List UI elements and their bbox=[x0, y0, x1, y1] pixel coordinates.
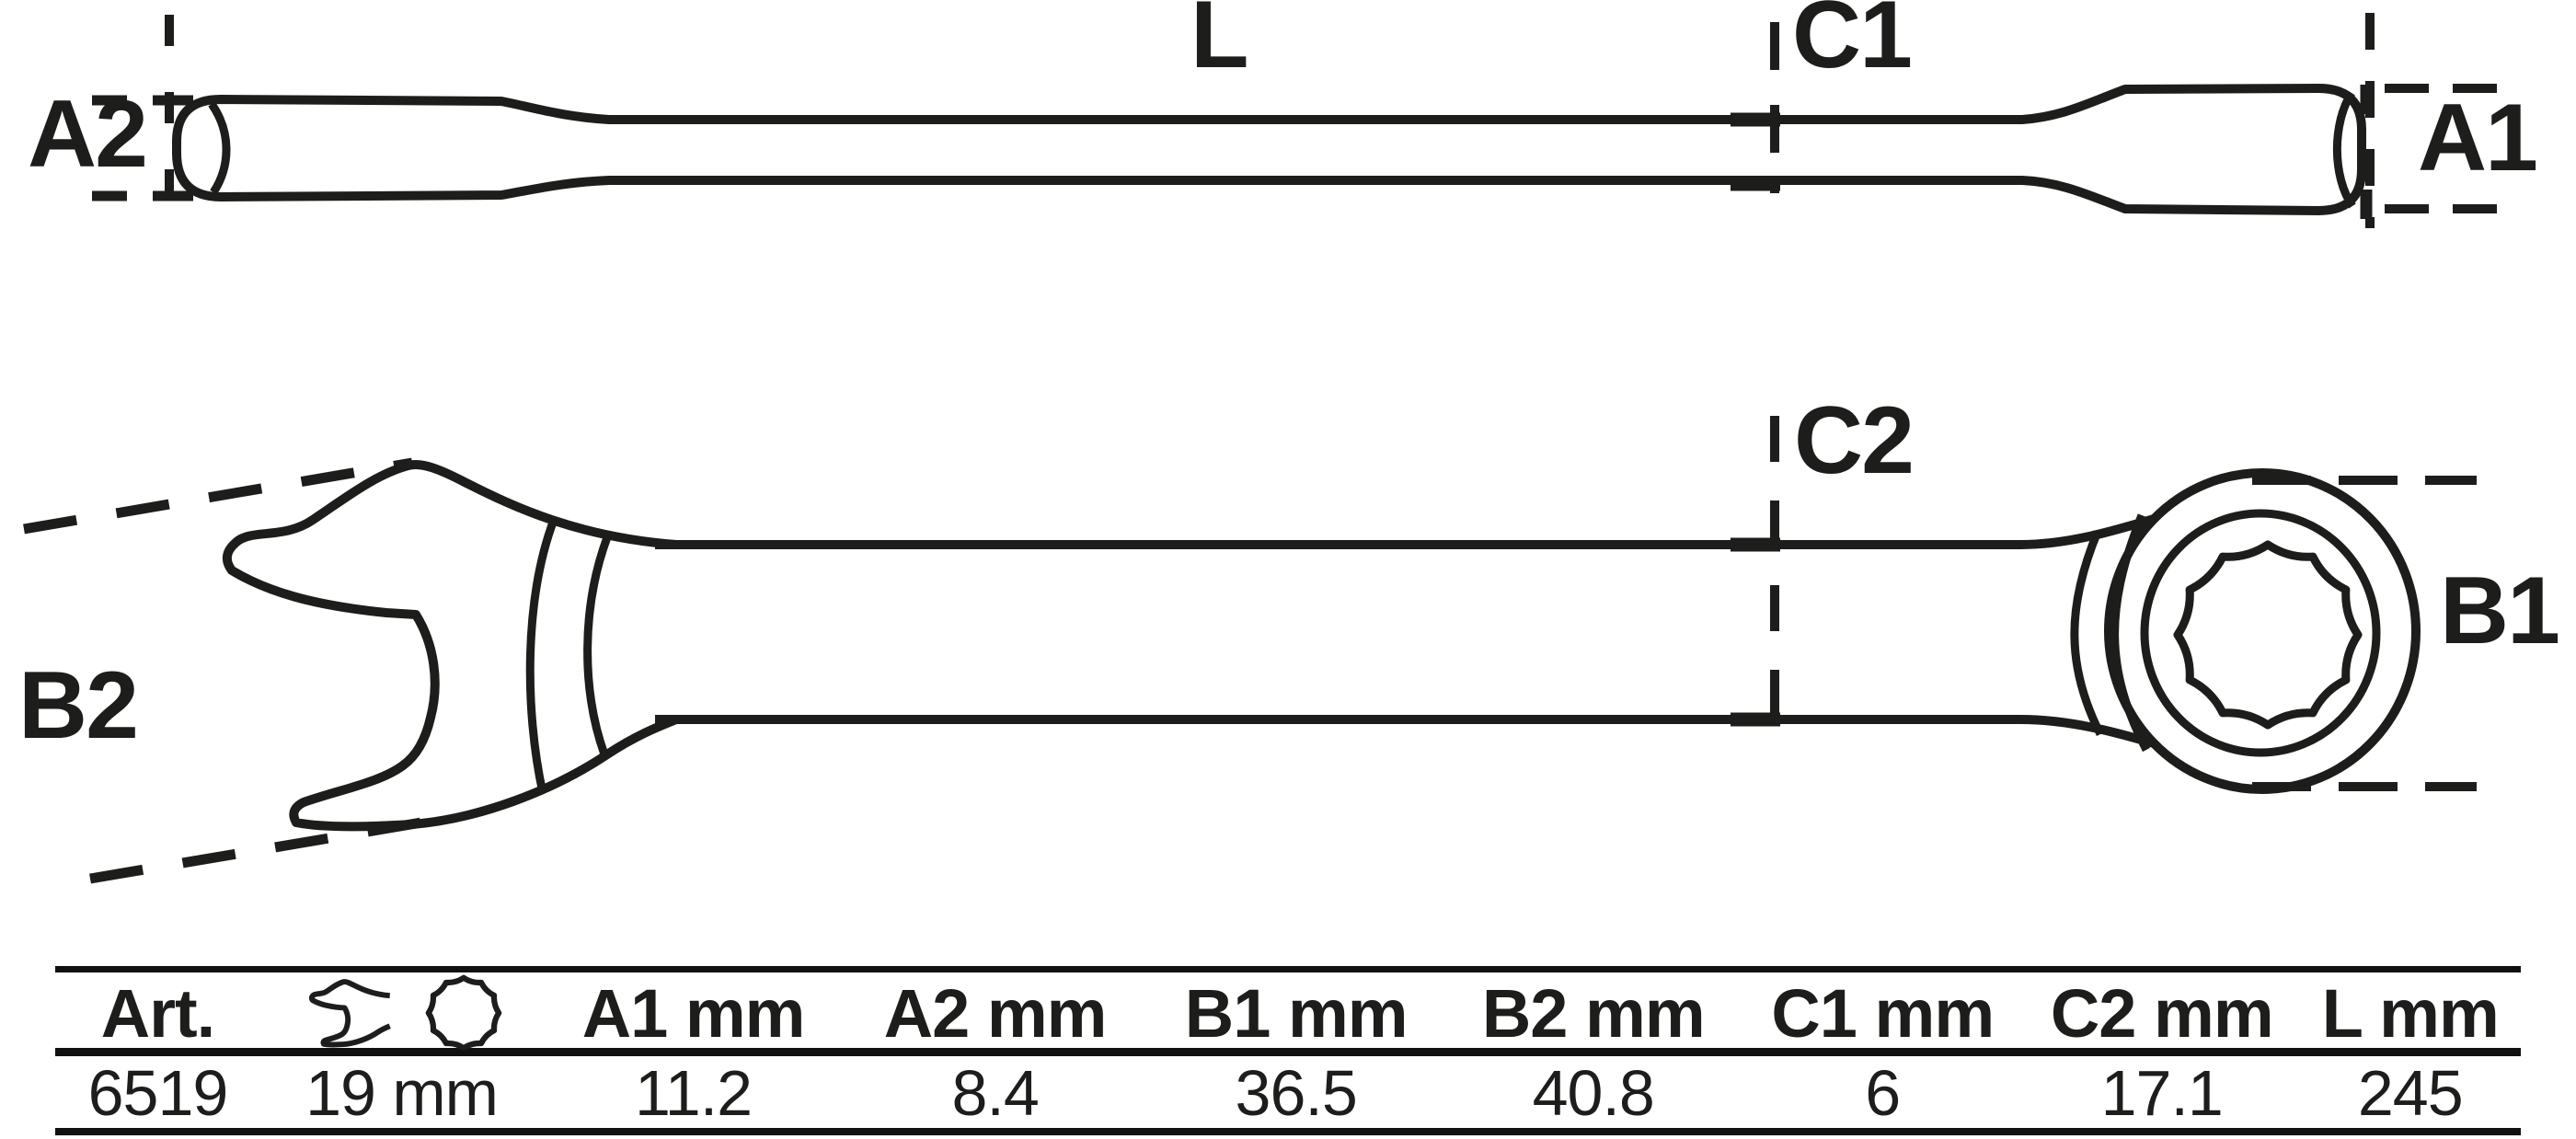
twelve-point-profile bbox=[2173, 540, 2363, 730]
dim-label-b1: B1 bbox=[2440, 558, 2560, 664]
header-b2: B2 mm bbox=[1481, 974, 1706, 1052]
value-b1: 36.5 bbox=[1235, 1057, 1358, 1129]
open-end-collar-lines bbox=[525, 518, 612, 794]
dim-label-c2: C2 bbox=[1794, 387, 1915, 494]
value-l: 245 bbox=[2357, 1057, 2464, 1129]
header-c1: C1 mm bbox=[1771, 974, 1995, 1052]
open-end-jaw-icon bbox=[300, 976, 403, 1050]
header-art: Art. bbox=[100, 974, 215, 1052]
spec-table-header-row: Art. A1 mm A2 mm B1 mm B2 mm C1 mm C2 mm bbox=[55, 972, 2521, 1056]
spec-table: Art. A1 mm A2 mm B1 mm B2 mm C1 mm C2 mm bbox=[55, 966, 2521, 1135]
c1-tick-marks bbox=[1731, 112, 1780, 191]
b2-leader-dashed-lines bbox=[23, 457, 433, 884]
value-c1: 6 bbox=[1865, 1057, 1901, 1129]
ring-collar-lines bbox=[2070, 513, 2150, 753]
wrench-drawing bbox=[23, 13, 2508, 884]
open-end-head-outline bbox=[222, 460, 678, 832]
value-a2: 8.4 bbox=[951, 1057, 1039, 1129]
plan-view-dimension-marks bbox=[23, 416, 2477, 884]
side-view-right-chamfer-line bbox=[2332, 90, 2356, 209]
value-a1: 11.2 bbox=[635, 1057, 753, 1129]
header-l: L mm bbox=[2321, 974, 2500, 1052]
dim-label-c1: C1 bbox=[1792, 0, 1913, 88]
shaft-top-edge bbox=[655, 514, 2156, 549]
dim-label-l: L bbox=[1190, 0, 1249, 88]
value-art: 6519 bbox=[87, 1057, 229, 1129]
twelve-point-ring-icon bbox=[423, 972, 504, 1053]
side-view-left-chamfer-line bbox=[208, 101, 231, 195]
value-size: 19 mm bbox=[305, 1057, 499, 1129]
a1-horizontal-dashes bbox=[2385, 84, 2508, 213]
header-a2: A2 mm bbox=[883, 974, 1108, 1052]
header-c2: C2 mm bbox=[2050, 974, 2274, 1052]
header-b1: B1 mm bbox=[1184, 974, 1409, 1052]
side-view-outline bbox=[172, 84, 2366, 215]
side-view-dimension-marks bbox=[92, 13, 2508, 228]
dim-label-a2: A2 bbox=[28, 81, 148, 188]
b1-horizontal-dashes bbox=[2252, 476, 2477, 791]
header-type-icons bbox=[260, 972, 543, 1053]
value-b2: 40.8 bbox=[1532, 1057, 1655, 1129]
shaft-bottom-edge bbox=[655, 715, 2156, 748]
dim-label-a1: A1 bbox=[2418, 85, 2538, 191]
value-c2: 17.1 bbox=[2100, 1057, 2224, 1129]
dim-label-b2: B2 bbox=[18, 652, 139, 759]
spec-table-value-row: 6519 19 mm 11.2 8.4 36.5 40.8 6 17.1 245 bbox=[55, 1056, 2521, 1135]
a2-tick-marks bbox=[92, 95, 193, 201]
side-view bbox=[172, 84, 2366, 215]
plan-view bbox=[222, 460, 2421, 832]
c2-tick-marks bbox=[1731, 537, 1780, 727]
header-a1: A1 mm bbox=[581, 974, 806, 1052]
